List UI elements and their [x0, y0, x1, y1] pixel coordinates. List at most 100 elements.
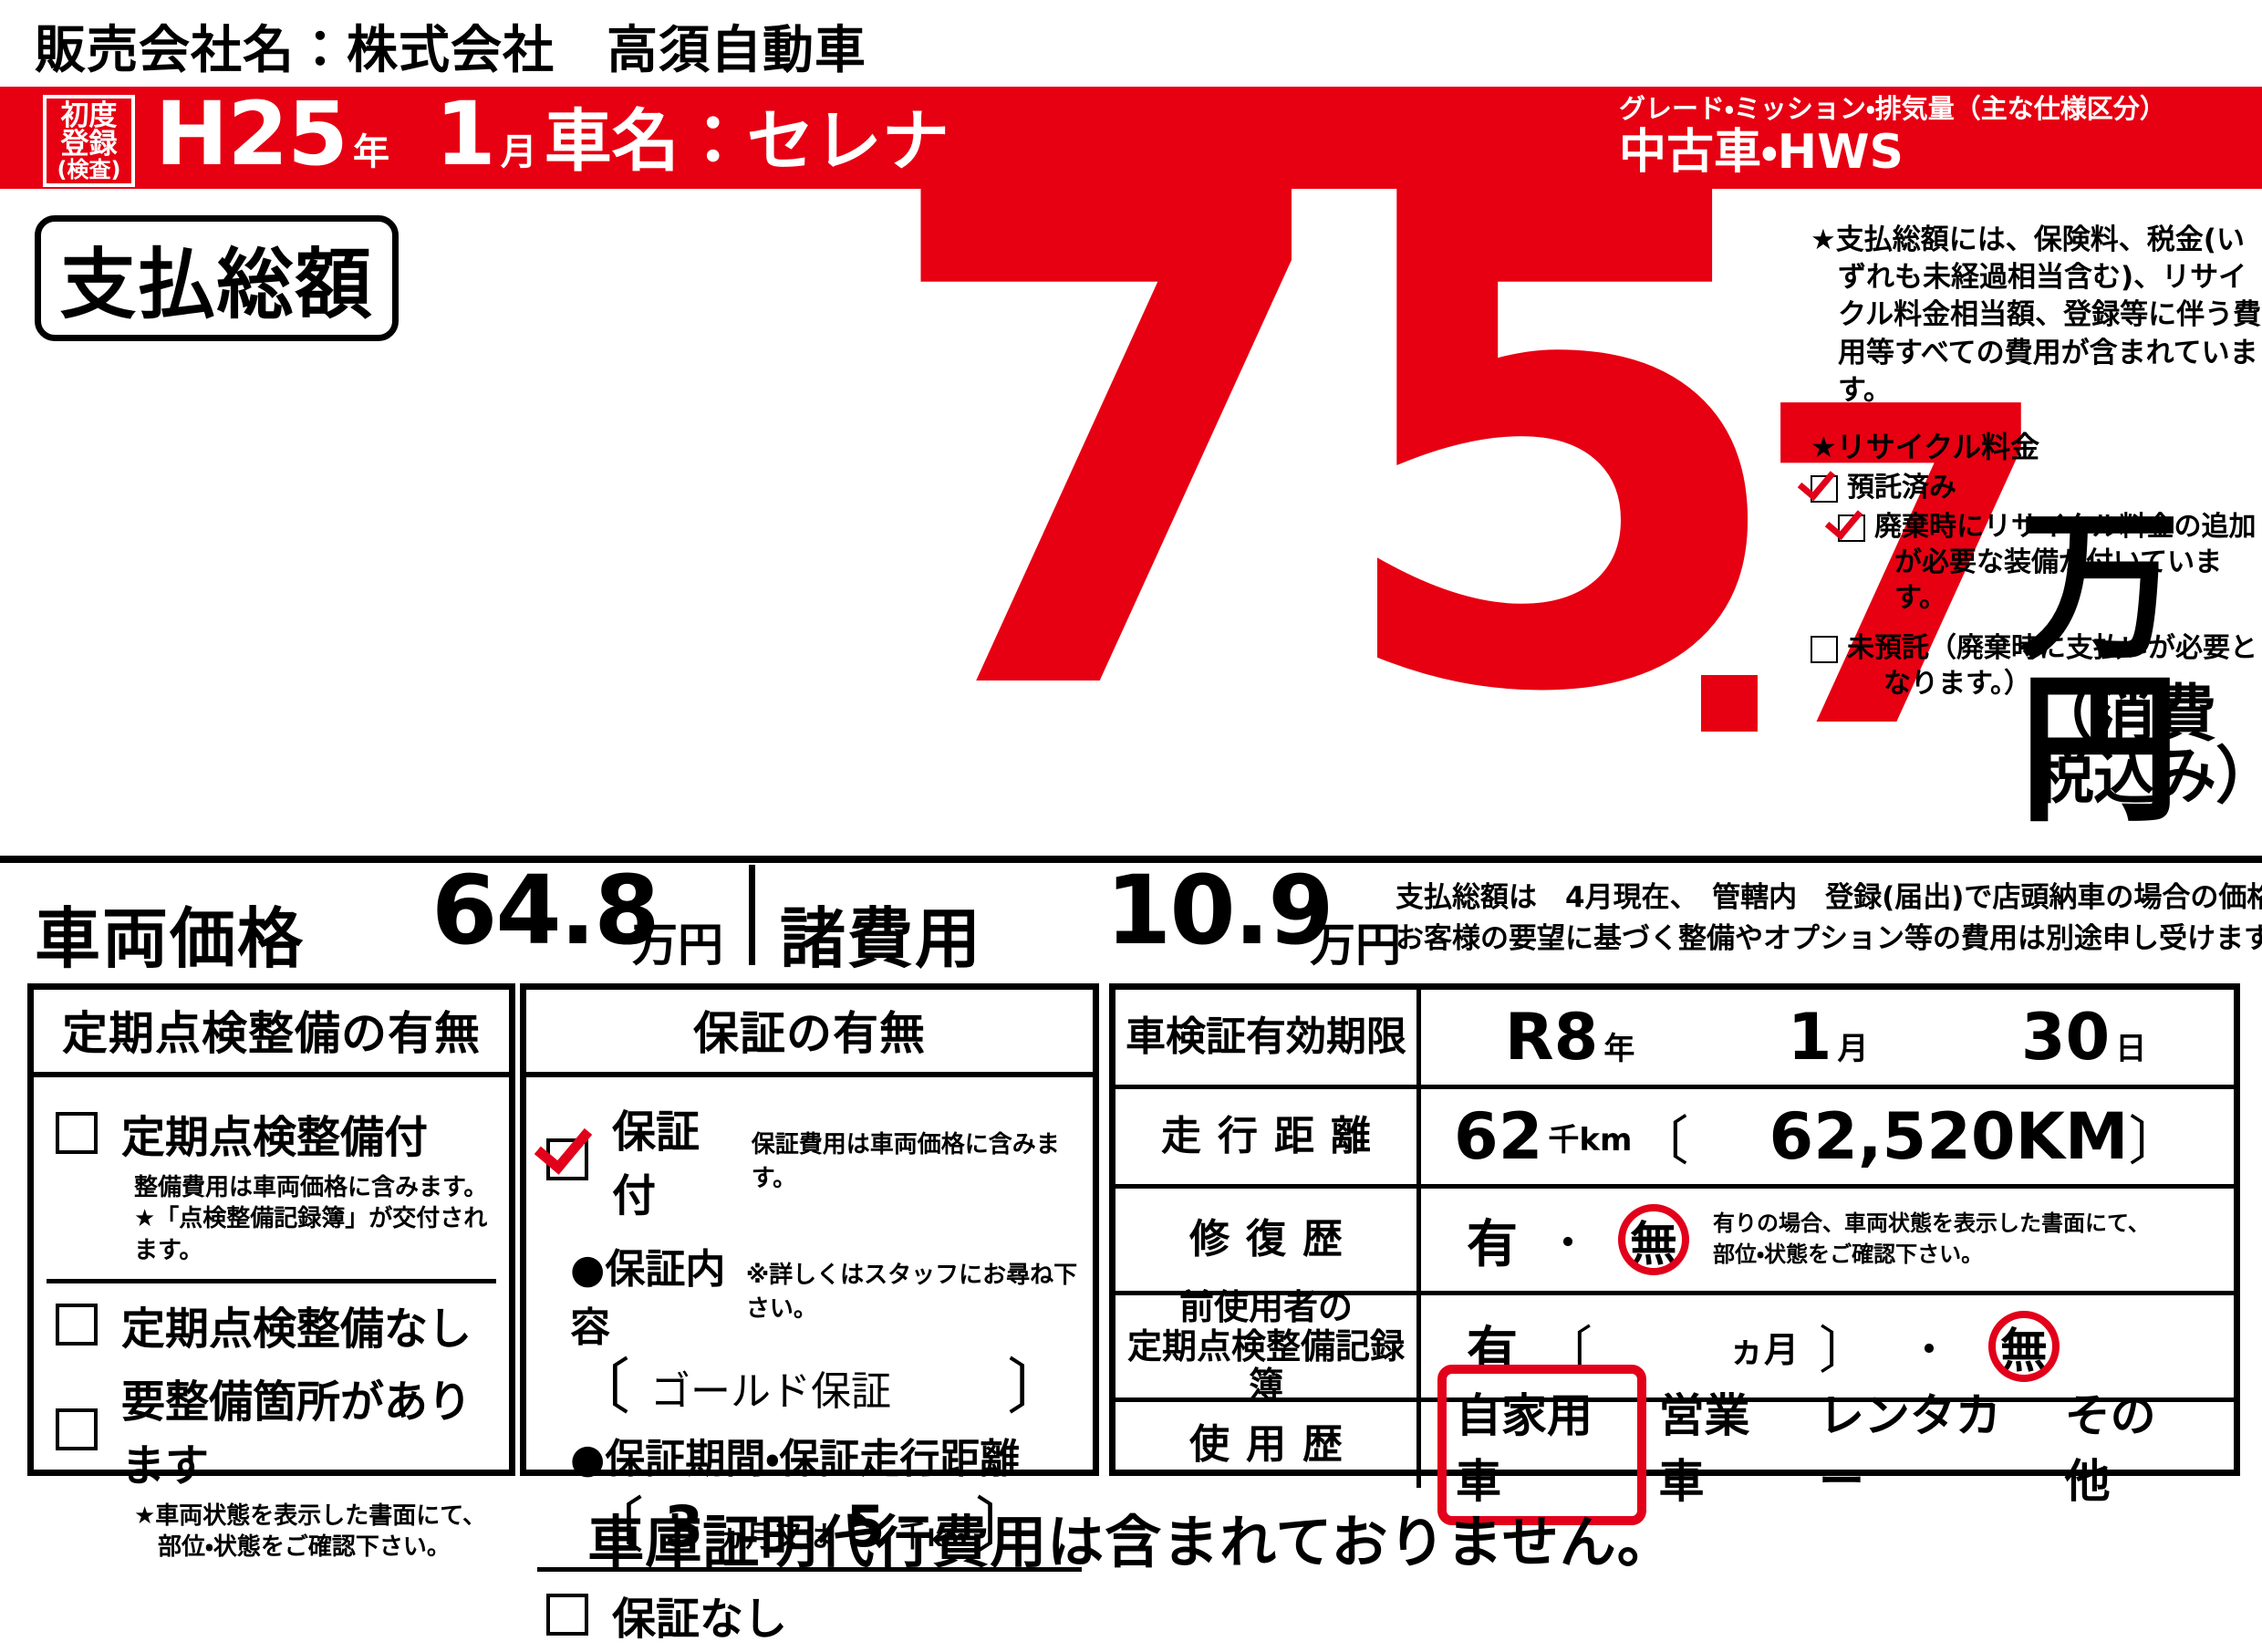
inspection-note-line-2: ★「点検整備記録簿」が交付されます。	[134, 1205, 488, 1264]
grade-block: グレード・ミッション・排気量（主な仕様区分） 中古車・HWS	[1619, 93, 2166, 181]
bracket-close-icon: 〕	[1007, 1352, 1067, 1423]
warranty-months-unit: ヵ月	[716, 1519, 775, 1553]
prev-owner-label-line-2: 定期点検整備記録簿	[1126, 1325, 1405, 1406]
model-label: 車名：	[544, 102, 747, 181]
usage-option-commercial[interactable]: 営業車	[1658, 1389, 1750, 1508]
price-row-divider	[749, 865, 755, 965]
banner-main-text: H25 年 1 月 車名： セレナ	[155, 90, 949, 178]
expiry-year: R8	[1504, 1000, 1599, 1075]
repair-history-yes[interactable]: 有	[1467, 1214, 1518, 1274]
inspection-option-without[interactable]: 定期点検整備なし	[56, 1293, 496, 1356]
price-note-line-1: 支払総額は 4月現在、 管轄内 登録(届出)で店頭納車の場合の価格です。	[1396, 881, 2262, 914]
repair-history-no-selected[interactable]: 無	[1618, 1204, 1690, 1275]
section-divider	[0, 856, 2262, 863]
total-payment-badge: 支払総額	[35, 215, 399, 341]
bracket-close-icon: 〕	[2128, 1110, 2182, 1172]
recycle-option-sublabel: なります。）	[1883, 668, 2031, 701]
bracket-open-icon: 〔	[1635, 1110, 1689, 1172]
recycle-fee-heading: ★リサイクル料金	[1811, 430, 2040, 465]
prev-owner-label-line-1: 前使用者の	[1178, 1287, 1353, 1328]
total-payment-label: 支払総額	[59, 239, 374, 329]
badge-line-1: 初度	[60, 99, 118, 132]
warranty-option-label: 保証付	[612, 1107, 700, 1221]
inspection-option-needs-repair[interactable]: 要整備箇所があります	[56, 1366, 496, 1493]
usage-option-private-selected[interactable]: 自家用車	[1437, 1365, 1646, 1525]
recycle-option-label: 廃棄時にリサイクル料金の追加	[1874, 511, 2257, 544]
previous-owner-record-label: 前使用者の 定期点検整備記録簿	[1115, 1288, 1421, 1405]
repair-note-line-1: ★車両状態を表示した書面にて、	[134, 1501, 487, 1530]
checkbox-icon[interactable]	[56, 1303, 98, 1345]
first-registration-badge: 初度 登録 (検査)	[43, 95, 135, 187]
periodic-inspection-box: 定期点検整備の有無 定期点検整備付 整備費用は車両価格に含みます。 ★「点検整備…	[27, 983, 515, 1561]
badge-line-2: 登録	[60, 127, 118, 161]
mileage-exact: 62,520KM	[1769, 1099, 2129, 1174]
bracket-open-icon: 〔	[584, 1491, 645, 1561]
recycle-option-deposited[interactable]: 預託済み	[1811, 470, 2262, 505]
usage-option-other[interactable]: その他	[2064, 1389, 2156, 1508]
prev-owner-no-selected[interactable]: 無	[1988, 1311, 2060, 1382]
price-decimal-part: 7	[1751, 316, 2056, 826]
recycle-option-not-deposited[interactable]: 未預託（廃棄時に支払いが必要と なります。）	[1811, 630, 2262, 701]
warranty-option-with[interactable]: 保証付 保証費用は車両価格に含みます。	[546, 1096, 1082, 1223]
repair-history-label: 修復歴	[1115, 1189, 1421, 1291]
recycle-option-wrap: 廃棄時にリサイクル料金の追加 が必要な装備が付いています。	[1874, 509, 2262, 616]
warranty-period-row: ●保証期間・保証走行距離	[570, 1426, 1082, 1484]
separator-dot: ・	[1910, 1326, 1949, 1372]
fees-label: 諸費用	[780, 900, 983, 977]
warranty-option-without[interactable]: 保証なし	[546, 1583, 1082, 1647]
warranty-period-label: ●保証期間・保証走行距離	[570, 1436, 1021, 1482]
inspection-note-line-1: 整備費用は車両価格に含みます。	[134, 1174, 488, 1201]
repair-history-note: 有りの場合、車両状態を表示した書面にて、 部位・状態をご確認下さい。	[1713, 1209, 2150, 1270]
price-integer-part: 75	[876, 54, 1795, 840]
recycle-option-label: 預託済み	[1847, 472, 1956, 504]
price-note-line-2: お客様の要望に基づく整備やオプション等の費用は別途申し受けます。	[1396, 921, 2262, 955]
checkbox-icon[interactable]	[1811, 636, 1838, 664]
expiry-year-unit: 年	[1603, 1031, 1635, 1067]
price-breakdown-row: 車両価格 64.8 万円 諸費用 10.9 万円	[0, 863, 2262, 977]
grade-label: グレード・ミッション・排気量（主な仕様区分）	[1619, 93, 2166, 124]
vehicle-banner: 初度 登録 (検査) H25 年 1 月 車名： セレナ グレード・ミッション・…	[0, 87, 2262, 189]
warranty-period-values: 〔 3 ヵ月 又は 5 千km 〕	[537, 1493, 1082, 1560]
model-name: セレナ	[746, 102, 949, 181]
vehicle-price-unit: 万円	[632, 919, 723, 971]
expiry-day-unit: 日	[2115, 1031, 2147, 1067]
recycle-option-label: 未預託（廃棄時に支払いが必要と	[1847, 632, 2257, 665]
warranty-box-separator	[537, 1567, 1082, 1572]
warranty-box: 保証の有無 保証付 保証費用は車両価格に含みます。 ●保証内容 ※詳しくはスタッ…	[520, 983, 1099, 1645]
checkbox-icon[interactable]	[56, 1112, 98, 1154]
inclusion-note: ★支払総額には、保険料、税金(いずれも未経過相当含む)、リサイクル料金相当額、登…	[1811, 223, 2262, 407]
price-row-note: 支払総額は 4月現在、 管轄内 登録(届出)で店頭納車の場合の価格です。 お客様…	[1396, 878, 2262, 960]
inspection-option-notes: 整備費用は車両価格に含みます。 ★「点検整備記録簿」が交付されます。	[134, 1172, 496, 1266]
warranty-option-note: 保証費用は車両価格に含みます。	[751, 1131, 1060, 1192]
bracket-open-icon: 〔	[570, 1352, 630, 1423]
mileage-thousand-unit: 千km	[1548, 1121, 1633, 1158]
repair-option-notes: ★車両状態を表示した書面にて、 部位・状態をご確認下さい。	[134, 1501, 496, 1564]
price-tax-note: （消費税込み）	[2032, 679, 2262, 813]
warranty-months-value: 3	[664, 1493, 704, 1560]
company-header: 販売会社名：株式会社 高須自動車	[35, 9, 866, 83]
warranty-content-row: ●保証内容 ※詳しくはスタッフにお尋ね下さい。	[570, 1236, 1082, 1353]
warranty-content-value: ゴールド保証	[650, 1368, 891, 1415]
mileage-thousand: 62	[1454, 1099, 1543, 1174]
vehicle-price-value: 64.8	[431, 855, 660, 966]
inspection-option-label: 定期点検整備付	[121, 1112, 429, 1163]
recycle-option-sublabel: が必要な装備が付いています。	[1894, 546, 2223, 615]
checkbox-checked-icon[interactable]	[1811, 475, 1838, 504]
repair-history-note-line-1: 有りの場合、車両状態を表示した書面にて、	[1713, 1210, 2150, 1237]
registration-month: 1	[434, 83, 496, 185]
registration-month-unit: 月	[500, 131, 537, 173]
warranty-content-label: ●保証内容	[570, 1246, 726, 1351]
footer-note: 車庫証明代行費用は含まれておりません。	[587, 1509, 1675, 1575]
checkbox-checked-icon[interactable]	[1838, 514, 1865, 543]
price-decimal-point	[1701, 675, 1758, 732]
table-row: 使用歴 自家用車 営業車 レンタカー その他	[1115, 1365, 2234, 1525]
checkbox-icon[interactable]	[56, 1408, 98, 1450]
checkbox-checked-icon[interactable]	[546, 1138, 588, 1180]
repair-history-value: 有 ・ 無 有りの場合、車両状態を表示した書面にて、 部位・状態をご確認下さい。	[1421, 1189, 2234, 1291]
warranty-content-value-row: 〔 ゴールド保証 〕	[570, 1352, 1067, 1423]
inspection-option-with[interactable]: 定期点検整備付	[56, 1101, 496, 1165]
recycle-option-extra-equipment[interactable]: 廃棄時にリサイクル料金の追加 が必要な装備が付いています。	[1838, 509, 2262, 616]
usage-option-rental[interactable]: レンタカー	[1818, 1389, 2001, 1508]
expiry-month-unit: 月	[1837, 1031, 1869, 1067]
